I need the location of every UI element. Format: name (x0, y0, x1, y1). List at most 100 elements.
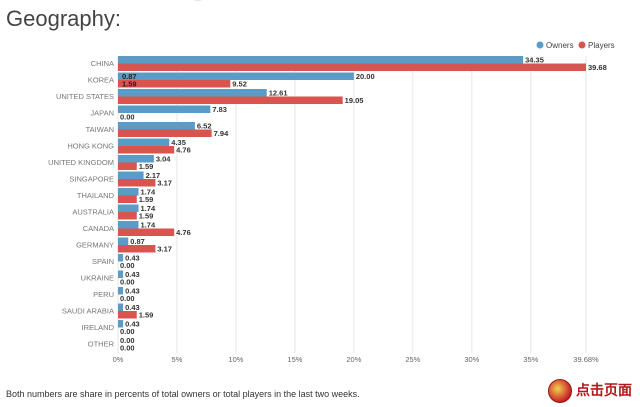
owners-value-label: 0.43 (125, 254, 140, 263)
owners-bar (118, 122, 195, 130)
owners-value-label: 3.04 (156, 155, 171, 164)
owners-bar (118, 188, 139, 196)
players-bar (118, 212, 137, 220)
category-label: SAUDI ARABIA (62, 307, 114, 316)
players-value-label: 3.17 (157, 179, 172, 188)
players-value-label: 0.00 (120, 113, 135, 122)
x-tick-label: 15% (287, 355, 302, 364)
owners-value-label: 1.74 (141, 188, 156, 197)
players-value-label: 7.94 (214, 129, 229, 138)
owners-value-label: 0.87 (130, 237, 145, 246)
legend-owners-marker (536, 41, 544, 49)
legend-players-label: Players (588, 41, 615, 50)
category-label: UKRAINE (81, 274, 114, 283)
players-bar (118, 80, 231, 88)
owners-value-label: 34.35 (525, 56, 544, 65)
players-value-label: 0.00 (120, 344, 135, 353)
owners-value-label: 0.43 (125, 287, 140, 296)
category-label: CANADA (83, 224, 114, 233)
page-title: Geography: (6, 6, 121, 31)
players-value-label: 1.59 (139, 195, 154, 204)
players-value-label: 0.00 (120, 327, 135, 336)
players-bar (118, 228, 175, 236)
owners-bar (118, 237, 129, 245)
watermark-text: 点击页面 (576, 383, 632, 399)
category-label: AUSTRALIA (72, 208, 114, 217)
category-label: OTHER (88, 340, 115, 349)
x-tick-label: 25% (405, 355, 420, 364)
footnote: Both numbers are share in percents of to… (6, 389, 360, 399)
players-value-label: 9.52 (232, 80, 247, 89)
category-label: CHINA (91, 59, 114, 68)
category-label: THAILAND (77, 191, 115, 200)
players-bar (118, 96, 343, 104)
inline-owners-label: 0.87 (122, 72, 137, 81)
owners-bar (118, 221, 139, 229)
players-bar (118, 146, 175, 154)
players-value-label: 19.05 (345, 96, 364, 105)
owners-value-label: 0.43 (125, 320, 140, 329)
owners-bar (118, 171, 144, 179)
inline-players-label: 1.59 (122, 80, 137, 89)
category-label: TAIWAN (86, 125, 114, 134)
players-value-label: 1.59 (139, 162, 154, 171)
owners-value-label: 0.43 (125, 303, 140, 312)
players-bar (118, 179, 156, 187)
owners-bar (118, 287, 124, 295)
players-bar (118, 195, 137, 203)
category-label: GERMANY (76, 241, 114, 250)
category-label: JAPAN (90, 109, 114, 118)
3dm-logo-icon (548, 379, 572, 403)
owners-bar (118, 320, 124, 328)
owners-value-label: 6.52 (197, 122, 212, 131)
category-label: SPAIN (92, 257, 114, 266)
owners-value-label: 1.74 (141, 221, 156, 230)
players-value-label: 3.17 (157, 245, 172, 254)
players-value-label: 1.59 (139, 212, 154, 221)
legend-owners-label: Owners (546, 41, 574, 50)
owners-bar (118, 303, 124, 311)
owners-bar (118, 155, 154, 163)
players-bar (118, 245, 156, 253)
owners-bar (118, 138, 170, 146)
watermark: 点击页面 (548, 379, 632, 403)
x-tick-label: 35% (523, 355, 538, 364)
players-value-label: 0.00 (120, 294, 135, 303)
players-bar (118, 311, 137, 319)
owners-value-label: 1.74 (141, 204, 156, 213)
legend-players-marker (578, 41, 586, 49)
x-tick-label: 5% (172, 355, 183, 364)
owners-value-label: 0.00 (120, 336, 135, 345)
owners-bar (118, 254, 124, 262)
owners-bar (118, 204, 139, 212)
owners-bar (118, 105, 211, 113)
x-tick-label: 30% (464, 355, 479, 364)
owners-value-label: 20.00 (356, 72, 375, 81)
owners-value-label: 2.17 (146, 171, 161, 180)
players-value-label: 4.76 (176, 146, 191, 155)
owners-value-label: 4.35 (171, 138, 186, 147)
owners-value-label: 0.43 (125, 270, 140, 279)
x-tick-label: 0% (113, 355, 124, 364)
players-bar (118, 162, 137, 170)
category-label: KOREA (88, 76, 114, 85)
x-tick-label: 39.68% (573, 355, 599, 364)
owners-value-label: 7.83 (212, 105, 227, 114)
players-value-label: 0.00 (120, 261, 135, 270)
owners-bar (118, 89, 267, 97)
category-label: IRELAND (81, 323, 114, 332)
category-label: SINGAPORE (69, 175, 114, 184)
players-value-label: 4.76 (176, 228, 191, 237)
players-value-label: 1.59 (139, 311, 154, 320)
category-label: UNITED STATES (56, 92, 114, 101)
x-tick-label: 20% (346, 355, 361, 364)
category-label: PERU (93, 290, 114, 299)
owners-bar (118, 56, 524, 64)
category-label: UNITED KINGDOM (48, 158, 114, 167)
owners-bar (118, 270, 124, 278)
players-bar (118, 63, 586, 71)
players-bar (118, 129, 212, 137)
x-tick-label: 10% (228, 355, 243, 364)
owners-bar (118, 72, 354, 80)
